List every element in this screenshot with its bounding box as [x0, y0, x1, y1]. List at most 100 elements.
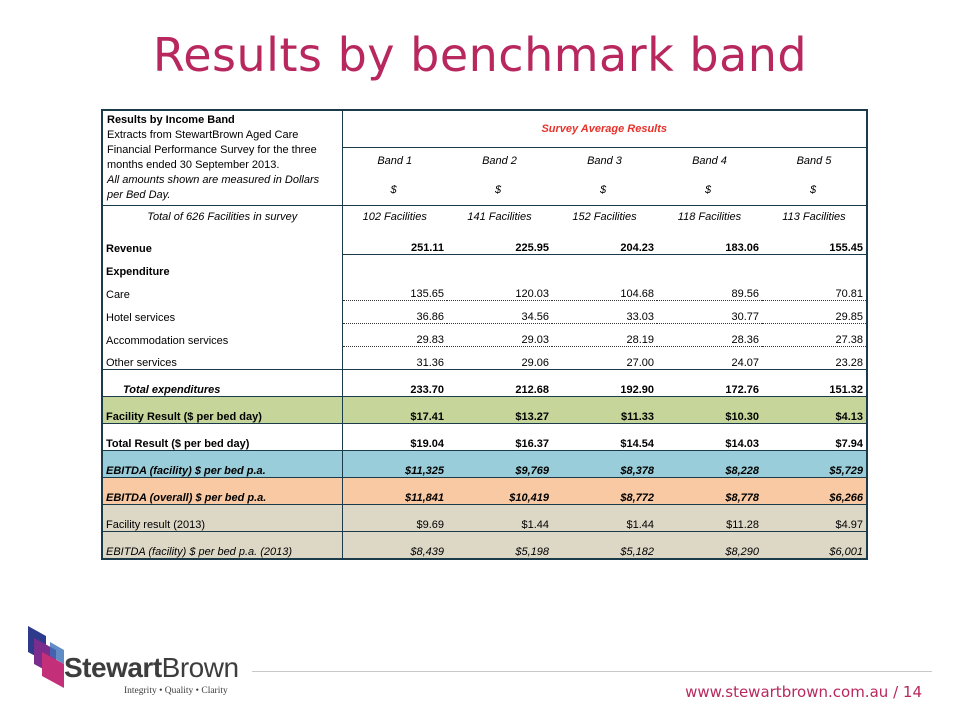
page-title: Results by benchmark band — [152, 28, 808, 82]
row-label: Care — [101, 277, 342, 301]
brand-tagline: Integrity • Quality • Clarity — [124, 686, 228, 696]
cell-value: $9.69 — [341, 504, 447, 532]
row-label: Total expenditures — [101, 369, 342, 397]
cell-value: 251.11 — [341, 227, 447, 255]
cell-value: 120.03 — [447, 277, 552, 301]
brand-bold: Stewart — [64, 652, 162, 683]
footer-divider — [252, 671, 932, 672]
cell-value: $1.44 — [552, 504, 657, 532]
logo-mark-icon — [28, 626, 64, 688]
cell-value: $6,001 — [762, 531, 868, 560]
cell-value: 29.03 — [447, 323, 552, 347]
cell-value: 30.77 — [657, 300, 762, 324]
table-row-facility-result: Facility Result ($ per bed day) $17.41 $… — [101, 396, 868, 424]
cell-value: $5,729 — [762, 450, 868, 478]
total-facilities-label: Total of 626 Facilities in survey — [101, 205, 342, 228]
cell-value: 70.81 — [762, 277, 868, 301]
header-row-bands: Band 1 Band 2 Band 3 Band 4 Band 5 — [102, 147, 868, 176]
cell-value: $4.97 — [762, 504, 868, 532]
facilities-row: Total of 626 Facilities in survey 102 Fa… — [101, 205, 868, 228]
results-table: Results by Income Band Extracts from Ste… — [101, 108, 868, 560]
cell-value: 89.56 — [657, 277, 762, 301]
description-title: Results by Income Band — [107, 114, 235, 126]
currency-symbol: $ — [762, 175, 868, 206]
description-units: All amounts shown are measured in Dollar… — [107, 174, 320, 201]
cell-value: 192.90 — [552, 369, 657, 397]
cell-value: 36.86 — [341, 300, 447, 324]
facilities-count: 102 Facilities — [341, 205, 447, 228]
cell-value: 155.45 — [762, 227, 868, 255]
empty-cell — [341, 254, 447, 278]
row-label: Revenue — [101, 227, 342, 255]
table-row-accommodation: Accommodation services 29.83 29.03 28.19… — [101, 323, 868, 347]
empty-cell — [657, 254, 762, 278]
table-row-other: Other services 31.36 29.06 27.00 24.07 2… — [101, 346, 868, 370]
facilities-count: 118 Facilities — [657, 205, 762, 228]
band-header: Band 5 — [762, 147, 868, 176]
description-extract: Extracts from StewartBrown Aged Care Fin… — [107, 129, 317, 171]
facilities-count: 113 Facilities — [762, 205, 868, 228]
cell-value: $13.27 — [447, 396, 552, 424]
cell-value: 29.85 — [762, 300, 868, 324]
cell-value: 28.36 — [657, 323, 762, 347]
cell-value: $5,182 — [552, 531, 657, 560]
page-number: 14 — [902, 683, 922, 701]
cell-value: 29.06 — [521, 357, 549, 369]
row-label: Accommodation services — [101, 323, 342, 347]
row-label: EBITDA (overall) $ per bed p.a. — [101, 477, 342, 505]
table-row-ebitda-overall: EBITDA (overall) $ per bed p.a. $11,841 … — [101, 477, 868, 505]
cell-value: $17.41 — [341, 396, 447, 424]
band-header: Band 4 — [692, 155, 727, 168]
row-label: Total Result ($ per bed day) — [101, 423, 342, 451]
currency-symbol: $ — [600, 184, 607, 197]
table-row-expenditure-heading: Expenditure — [101, 254, 868, 278]
currency-symbol: $ — [705, 184, 712, 197]
cell-value: $9,769 — [447, 450, 552, 478]
cell-value: $8,378 — [552, 450, 657, 478]
cell-value: $8,778 — [657, 477, 762, 505]
cell-value: 34.56 — [447, 300, 552, 324]
cell-value: $1.44 — [447, 504, 552, 532]
cell-value: $14.54 — [552, 423, 657, 451]
facilities-count: 152 Facilities — [552, 205, 657, 228]
cell-value: $8,772 — [552, 477, 657, 505]
row-label: Hotel services — [101, 300, 342, 324]
table-row-ebitda-2013: EBITDA (facility) $ per bed p.a. (2013) … — [101, 531, 868, 560]
table-row-hotel: Hotel services 36.86 34.56 33.03 30.77 2… — [101, 300, 868, 324]
row-label: Expenditure — [101, 254, 342, 278]
table-row-facility-2013: Facility result (2013) $9.69 $1.44 $1.44… — [101, 504, 868, 532]
table-row-total-expenditures: Total expenditures 233.70 212.68 192.90 … — [101, 369, 868, 397]
empty-cell — [552, 254, 657, 278]
table-row-care: Care 135.65 120.03 104.68 89.56 70.81 — [101, 277, 868, 301]
cell-value: $8,439 — [341, 531, 447, 560]
row-label: EBITDA (facility) $ per bed p.a. — [101, 450, 342, 478]
empty-cell — [762, 254, 868, 278]
cell-value: 33.03 — [552, 300, 657, 324]
empty-cell — [447, 254, 552, 278]
cell-value: 172.76 — [657, 369, 762, 397]
cell-value: $7.94 — [762, 423, 868, 451]
cell-value: $5,198 — [447, 531, 552, 560]
brand-light: Brown — [161, 652, 239, 683]
row-label: EBITDA (facility) $ per bed p.a. (2013) — [101, 531, 342, 560]
header-row-survey: Results by Income Band Extracts from Ste… — [101, 108, 868, 206]
cell-value: $19.04 — [341, 423, 447, 451]
header-row-currency: $ $ $ $ $ — [102, 175, 868, 206]
band-header: Band 1 — [377, 155, 413, 168]
cell-value: $11,325 — [341, 450, 447, 478]
footer-url[interactable]: www.stewartbrown.com.au — [685, 683, 889, 701]
footer: www.stewartbrown.com.au / 14 — [685, 683, 922, 701]
row-label: Other services — [101, 346, 342, 370]
cell-value: 104.68 — [552, 277, 657, 301]
cell-value: $11.28 — [657, 504, 762, 532]
cell-value: 183.06 — [725, 242, 759, 254]
cell-value: $11.33 — [552, 396, 657, 424]
survey-title: Survey Average Results — [342, 108, 868, 148]
cell-value: $11,841 — [341, 477, 447, 505]
cell-value: 225.95 — [515, 242, 549, 254]
facilities-count: 141 Facilities — [447, 205, 552, 228]
cell-value: $10.30 — [657, 396, 762, 424]
table-description: Results by Income Band Extracts from Ste… — [101, 109, 343, 206]
cell-value: 23.28 — [762, 346, 868, 370]
row-label: Facility result (2013) — [101, 504, 342, 532]
